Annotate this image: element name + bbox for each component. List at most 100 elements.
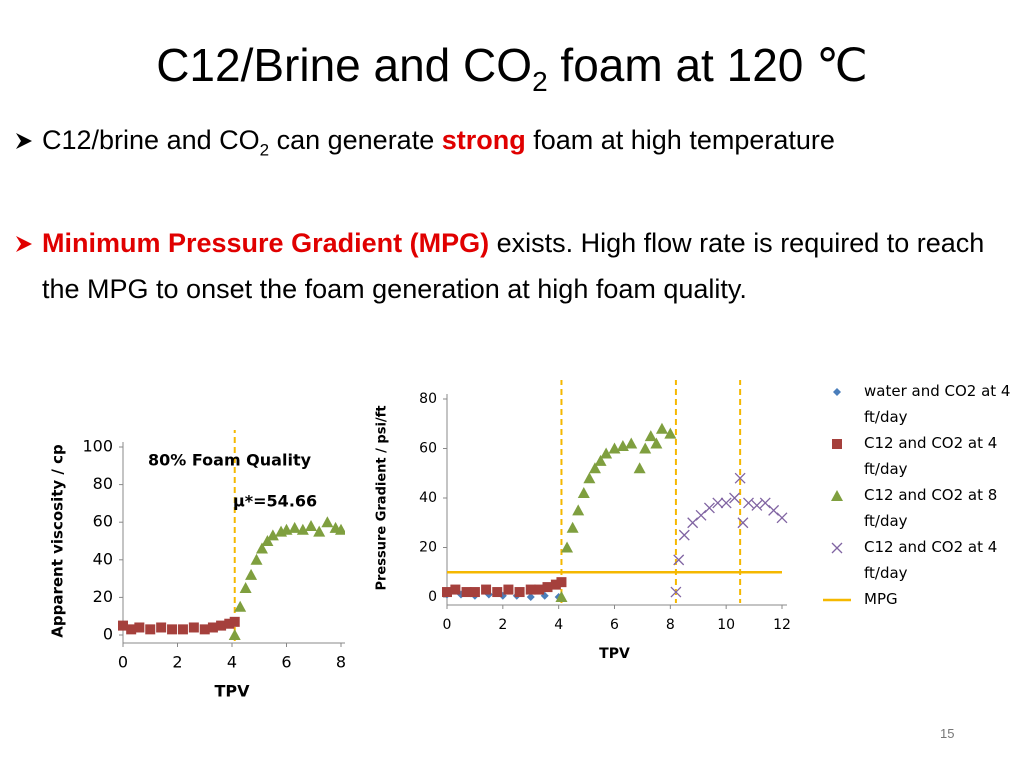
marker (550, 579, 561, 590)
x-tick-label: 2 (172, 653, 182, 672)
x-tick-label: 6 (281, 653, 291, 672)
marker (134, 622, 145, 633)
title-subscript: 2 (532, 66, 548, 98)
marker (555, 591, 568, 602)
marker (118, 620, 128, 631)
marker (566, 521, 579, 533)
x-tick-label: 12 (773, 617, 791, 633)
bullet-emphasis: Minimum Pressure Gradient (MPG) (42, 228, 490, 258)
legend-swatch (831, 490, 843, 501)
x-tick-label: 0 (118, 653, 128, 672)
marker (759, 497, 771, 509)
legend: water and CO2 at 4 ft/day C12 and CO2 at … (822, 378, 1012, 612)
legend-label: C12 and CO2 at 8 ft/day (864, 486, 998, 530)
marker (461, 587, 472, 598)
marker (556, 577, 567, 588)
x-tick-label: 4 (227, 653, 237, 672)
marker (188, 622, 199, 633)
legend-entry: water and CO2 at 4 ft/day (822, 378, 1012, 430)
marker (644, 430, 657, 442)
legend-swatch (833, 388, 841, 396)
marker (768, 504, 780, 516)
marker (145, 624, 156, 635)
y-tick-label: 40 (93, 549, 113, 568)
x-tick-label: 8 (666, 617, 675, 633)
marker (687, 517, 699, 529)
marker (335, 523, 347, 535)
bullet-text: C12/brine and CO (42, 125, 260, 155)
marker (572, 504, 585, 516)
x-axis-label: TPV (599, 646, 630, 662)
x-tick-label: 10 (717, 617, 735, 633)
marker (207, 622, 218, 633)
marker (678, 529, 690, 541)
marker (542, 582, 553, 593)
legend-label: MPG (864, 590, 898, 608)
y-tick-label: 20 (419, 540, 437, 556)
title-text: C12/Brine and CO (156, 39, 533, 91)
title-text: foam at 120 ℃ (547, 39, 868, 91)
marker (594, 454, 607, 466)
y-axis-label: Apparent viscosity / cp (49, 444, 67, 638)
marker (625, 437, 638, 449)
marker (664, 427, 677, 439)
y-tick-label: 100 (82, 437, 113, 456)
marker (296, 523, 309, 535)
y-tick-label: 40 (419, 490, 437, 506)
marker (534, 584, 545, 595)
marker (228, 629, 241, 640)
marker (833, 388, 841, 396)
y-tick-label: 60 (419, 441, 437, 457)
bullet: C12/brine and CO2 can generate strong fo… (16, 117, 1012, 173)
bullet-subscript: 2 (259, 140, 270, 160)
marker (503, 584, 514, 595)
marker (216, 620, 227, 631)
page-number: 15 (940, 726, 955, 741)
annotation: μ*=54.66 (233, 492, 317, 511)
marker (313, 525, 326, 537)
marker (776, 512, 788, 524)
marker (255, 542, 268, 554)
legend-swatch (831, 542, 843, 554)
x-tick-label: 6 (610, 617, 619, 633)
y-tick-label: 80 (419, 391, 437, 407)
marker (481, 584, 492, 595)
marker (261, 535, 274, 546)
chart: 0 20 40 60 80 0 2 4 6 8 10 12 TPV Pressure Gradient /… (345, 380, 810, 680)
bullet-arrow (16, 133, 32, 149)
bullet-text: exists. High flow rate is required to re… (42, 228, 985, 304)
marker (729, 492, 741, 504)
x-tick-label: 2 (498, 617, 507, 633)
chart: 0 20 40 60 80 100 0 2 4 6 8 TPV Apparent viscosity /… (49, 430, 347, 701)
marker (239, 582, 252, 593)
x-tick-label: 8 (336, 653, 346, 672)
bullet-text: foam at high temperature (525, 125, 835, 155)
legend-entry: C12 and CO2 at 4 ft/day (822, 534, 1012, 586)
marker (670, 586, 682, 598)
marker (450, 584, 461, 595)
annotation: 80% Foam Quality (148, 451, 312, 470)
marker (673, 554, 685, 566)
marker (199, 624, 210, 635)
marker (321, 516, 334, 528)
marker (234, 600, 247, 612)
marker (600, 447, 613, 459)
marker (469, 587, 480, 598)
marker (167, 624, 178, 635)
y-tick-label: 60 (93, 512, 113, 531)
bullet-emphasis: strong (441, 125, 526, 155)
bullet-text: can generate (269, 125, 442, 155)
legend-label: C12 and CO2 at 4 ft/day (864, 538, 998, 582)
legend-entry: C12 and CO2 at 4 ft/day (822, 430, 1012, 482)
legend-entry: MPG (822, 586, 1012, 612)
marker (156, 622, 167, 633)
marker (250, 553, 263, 565)
y-tick-label: 20 (93, 587, 113, 606)
marker (720, 497, 732, 509)
bullet: Minimum Pressure Gradient (MPG) exists. … (16, 220, 1012, 312)
marker (831, 490, 843, 501)
x-tick-label: 4 (554, 617, 563, 633)
marker (832, 439, 842, 449)
marker (305, 519, 318, 531)
